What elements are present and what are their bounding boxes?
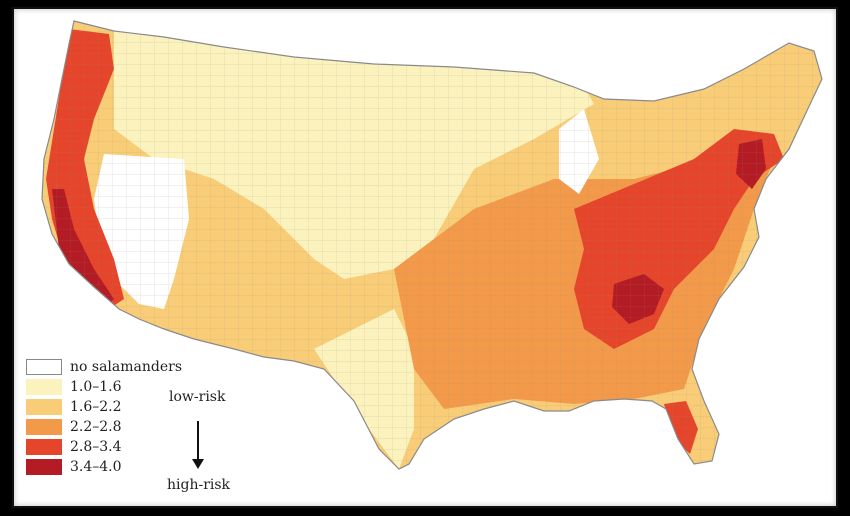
- legend-item: 2.2–2.8: [26, 419, 122, 435]
- legend-swatch: [26, 379, 62, 395]
- legend-label: 2.8–3.4: [70, 439, 122, 455]
- low-risk-label: low-risk: [169, 389, 226, 405]
- high-risk-label: high-risk: [167, 477, 231, 493]
- legend-item: no salamanders: [26, 359, 182, 375]
- legend-label: 1.6–2.2: [70, 399, 122, 415]
- legend-item: 3.4–4.0: [26, 459, 122, 475]
- legend-item: 1.0–1.6: [26, 379, 122, 395]
- legend-item: 1.6–2.2: [26, 399, 122, 415]
- legend-label: no salamanders: [70, 359, 183, 375]
- legend-swatch: [26, 419, 62, 435]
- map-frame: no salamanders 1.0–1.6 1.6–2.2 2.2–2.8 2…: [14, 9, 836, 506]
- legend: no salamanders 1.0–1.6 1.6–2.2 2.2–2.8 2…: [26, 359, 266, 489]
- legend-label: 3.4–4.0: [70, 459, 122, 475]
- legend-label: 1.0–1.6: [70, 379, 122, 395]
- legend-swatch: [26, 439, 62, 455]
- legend-swatch: [26, 459, 62, 475]
- legend-label: 2.2–2.8: [70, 419, 122, 435]
- risk-arrow-head: [192, 459, 204, 469]
- legend-item: 2.8–3.4: [26, 439, 122, 455]
- legend-swatch: [26, 399, 62, 415]
- legend-swatch: [26, 359, 62, 375]
- risk-arrow-shaft: [197, 421, 199, 461]
